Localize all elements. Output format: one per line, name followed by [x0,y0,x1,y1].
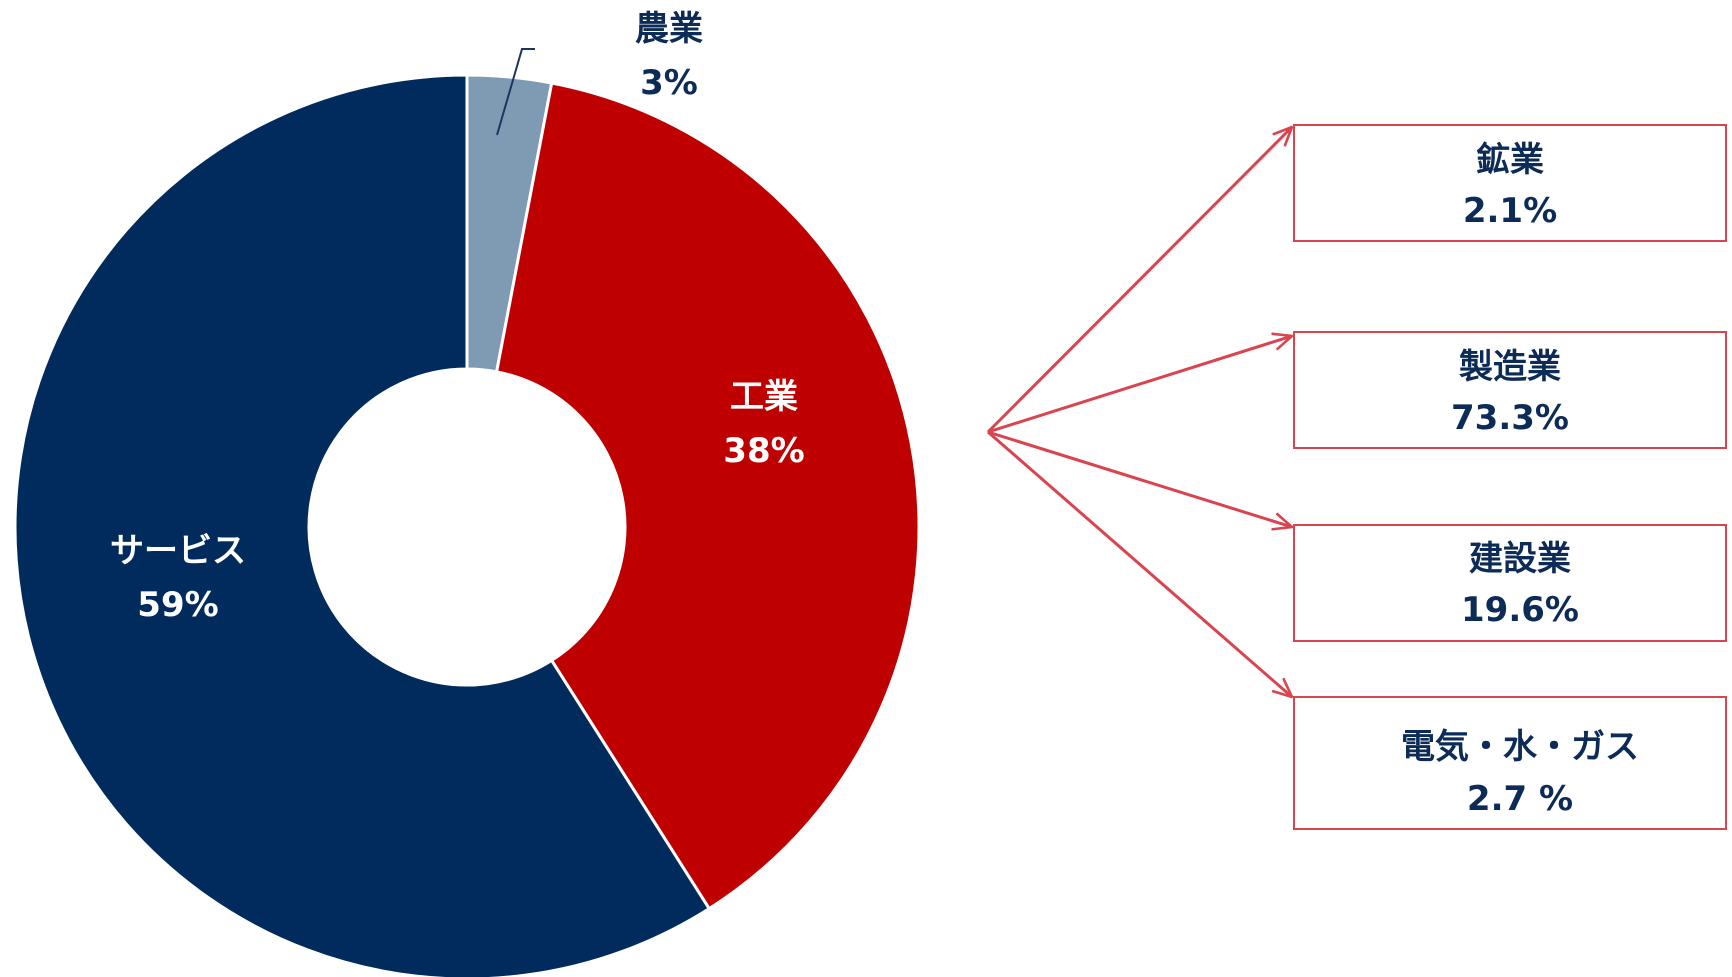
breakdown-mining-name: 鉱業 [1476,140,1544,180]
arrow-manufacturing [987,336,1292,434]
slice-label-agriculture-name: 農業 [635,9,703,49]
arrow-utilities [987,430,1292,697]
breakdown-manufacturing-value: 73.3% [1451,398,1569,438]
breakdown-utilities-value: 2.7 % [1467,779,1573,819]
slice-label-industry-name: 工業 [730,377,798,417]
breakdown-utilities-name: 電気・水・ガス [1401,727,1639,767]
breakdown-arrows [986,127,1292,697]
arrow-construction [987,430,1292,527]
slice-services[interactable] [13,73,711,977]
arrow-mining [986,127,1292,434]
slice-label-services-name: サービス [110,531,246,571]
breakdown-construction-name: 建設業 [1469,539,1571,579]
breakdown-box-manufacturing: 製造業 73.3% [1293,331,1727,449]
breakdown-construction-value: 19.6% [1461,590,1579,630]
slice-label-services-value: 59% [137,585,218,625]
slice-industry[interactable] [495,81,921,911]
breakdown-manufacturing-name: 製造業 [1459,347,1561,387]
breakdown-box-utilities: 電気・水・ガス 2.7 % [1293,696,1727,830]
breakdown-mining-value: 2.1% [1463,191,1557,231]
agriculture-leader-line [496,48,535,136]
slice-label-agriculture-value: 3% [640,63,698,103]
breakdown-box-construction: 建設業 19.6% [1293,524,1727,642]
donut-chart [13,73,921,977]
slice-label-industry-value: 38% [723,431,804,471]
breakdown-box-mining: 鉱業 2.1% [1293,124,1727,242]
